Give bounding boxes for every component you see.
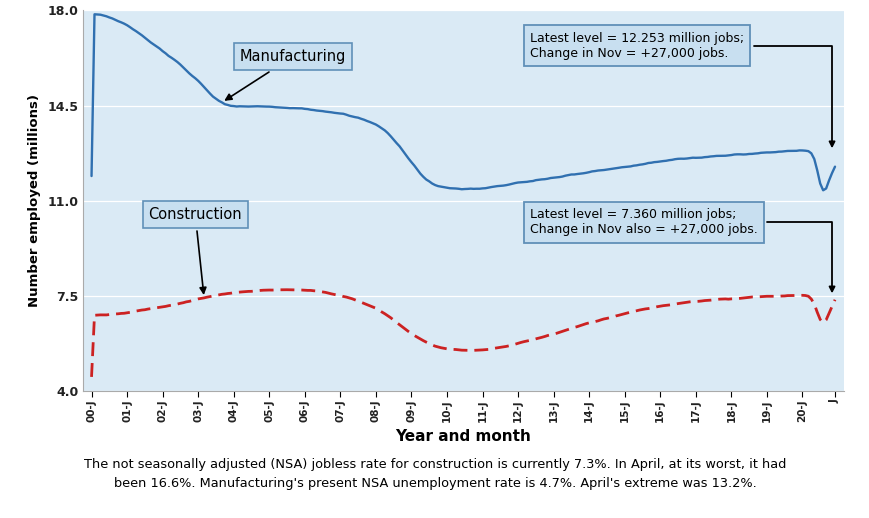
Text: Manufacturing: Manufacturing (226, 49, 346, 100)
Text: Latest level = 7.360 million jobs;
Change in Nov also = +27,000 jobs.: Latest level = 7.360 million jobs; Chang… (529, 208, 833, 292)
Text: The not seasonally adjusted (NSA) jobless rate for construction is currently 7.3: The not seasonally adjusted (NSA) jobles… (83, 458, 786, 490)
Y-axis label: Number employed (millions): Number employed (millions) (28, 94, 41, 307)
Text: Latest level = 12.253 million jobs;
Change in Nov = +27,000 jobs.: Latest level = 12.253 million jobs; Chan… (529, 32, 833, 147)
X-axis label: Year and month: Year and month (395, 429, 531, 444)
Text: Construction: Construction (149, 207, 242, 293)
